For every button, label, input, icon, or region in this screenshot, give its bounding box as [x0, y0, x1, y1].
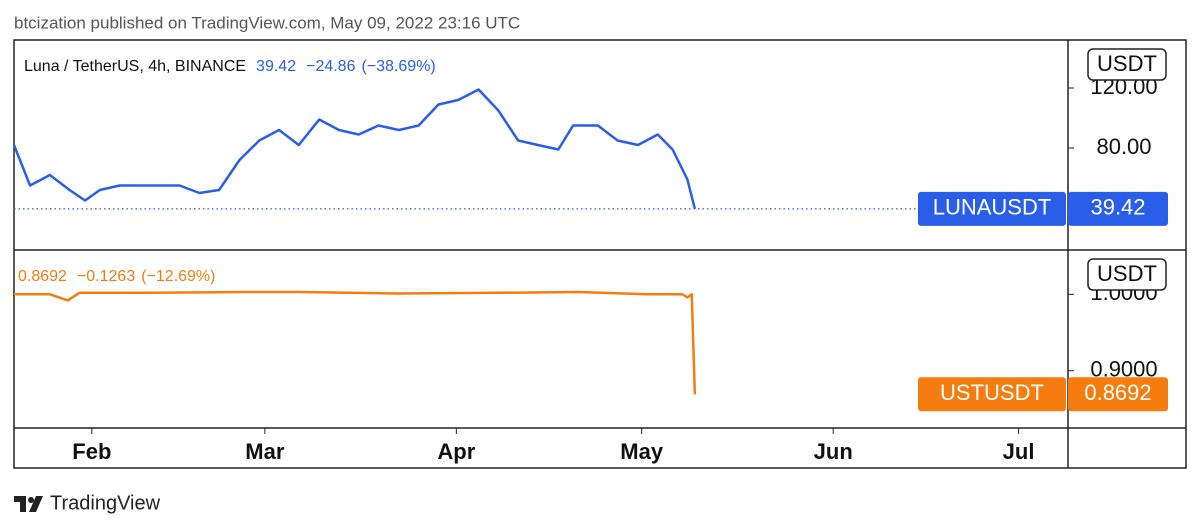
legend-change-pct: (−12.69%) [141, 268, 215, 285]
logo [14, 496, 43, 512]
legend: 0.8692 −0.1263 (−12.69%) [18, 268, 215, 285]
currency-label: USDT [1097, 51, 1157, 76]
x-tick-label: Jun [814, 439, 853, 464]
y-tick-label: 80.00 [1096, 134, 1151, 159]
symbol-badge-label: LUNAUSDT [933, 195, 1052, 220]
x-tick-label: Mar [245, 439, 285, 464]
legend-change: −0.1263 [77, 268, 135, 285]
legend-change-pct: (−38.69%) [361, 58, 435, 75]
currency-box [1087, 258, 1167, 291]
price-line [12, 88, 697, 210]
symbol-badge [918, 377, 1066, 412]
price-badge-label: 0.8692 [1084, 380, 1151, 405]
currency-box [1087, 48, 1167, 81]
header: btcization published on TradingView.com,… [14, 13, 520, 32]
price-badge [1068, 377, 1168, 412]
x-tick-label: May [620, 439, 664, 464]
symbol-badge [918, 191, 1066, 226]
symbol-badge-label: USTUSDT [940, 380, 1044, 405]
legend: Luna / TetherUS, 4h, BINANCE 39.42 −24.86 (… [24, 58, 436, 75]
x-tick-label: Apr [437, 439, 475, 464]
price-badge-label: 39.42 [1090, 195, 1145, 220]
legend-symbol: Luna / TetherUS, 4h, BINANCE [24, 58, 246, 75]
legend-value: 39.42 [256, 58, 296, 75]
currency-label: USDT [1097, 261, 1157, 286]
legend-change: −24.86 [306, 58, 355, 75]
frame [13, 39, 1187, 469]
price-line [14, 290, 697, 395]
price-badge [1068, 191, 1168, 226]
x-tick-label: Feb [72, 439, 111, 464]
footer-brand: TradingView [50, 492, 161, 514]
legend-value: 0.8692 [18, 268, 67, 285]
x-tick-label: Jul [1003, 439, 1035, 464]
